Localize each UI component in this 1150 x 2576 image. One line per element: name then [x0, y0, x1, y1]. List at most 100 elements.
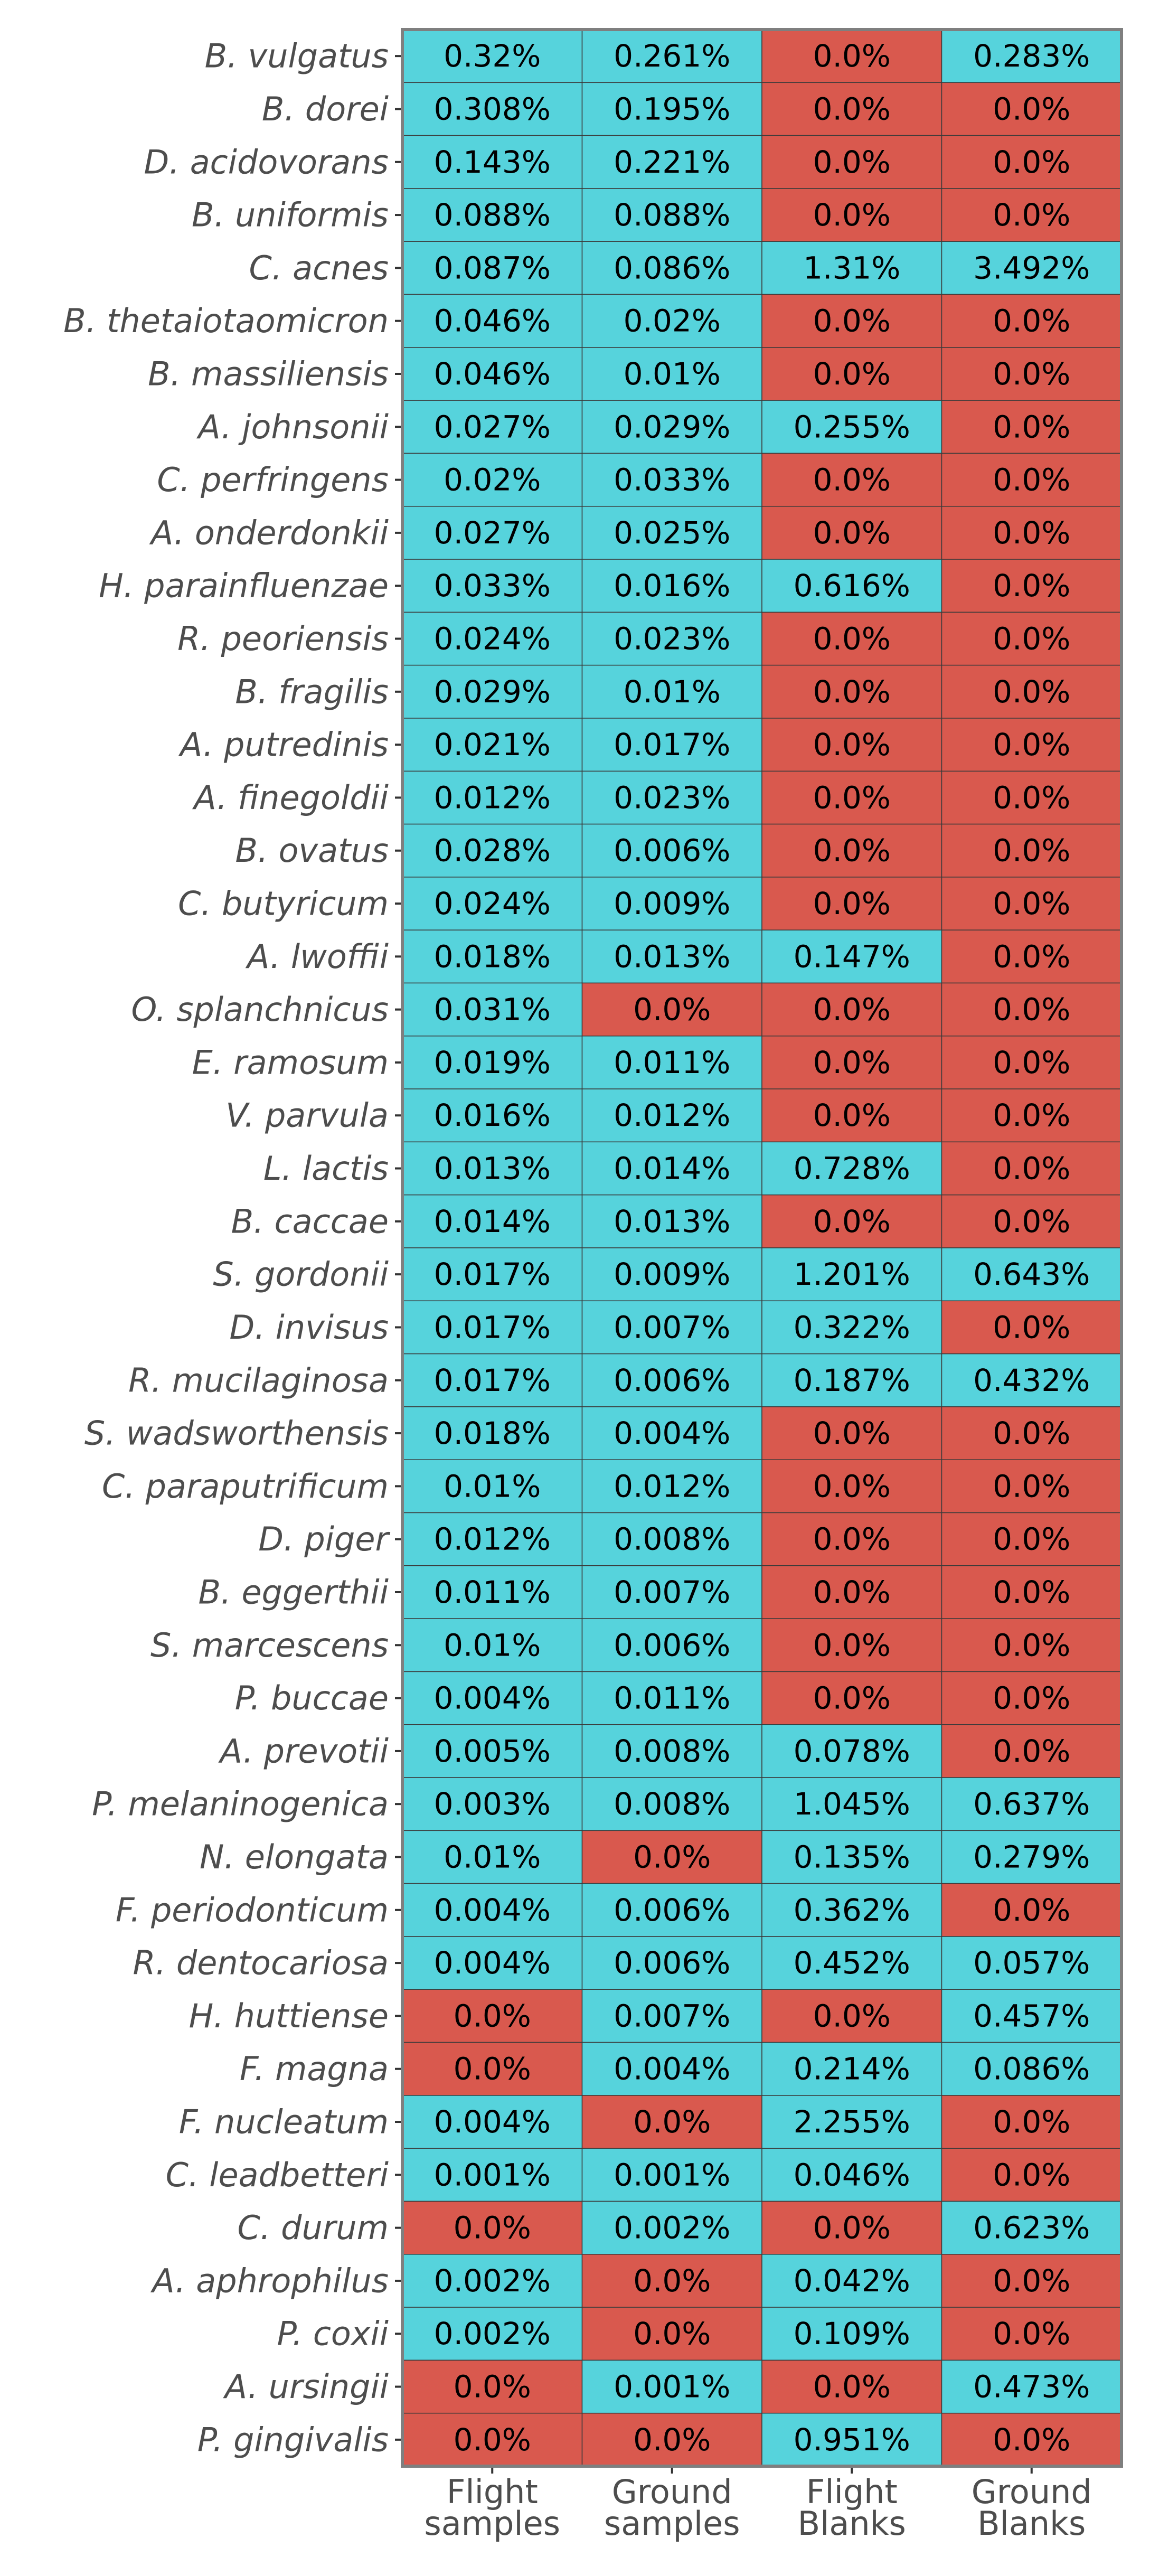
heatmap-cell: [402, 29, 583, 83]
cell-value-label: 0.001%: [614, 2157, 730, 2193]
cell-value-label: 0.214%: [794, 2051, 910, 2087]
heatmap-cell: [941, 241, 1122, 295]
cell-value-label: 0.02%: [444, 462, 541, 498]
heatmap-cell: [941, 188, 1122, 242]
heatmap-cell: [581, 1565, 762, 1619]
cell-value-label: 0.32%: [444, 38, 541, 74]
row-label: S. wadsworthensis: [84, 1414, 389, 1453]
heatmap-cell: [761, 400, 942, 454]
heatmap-cell: [402, 1618, 583, 1672]
column-label: Blanks: [798, 2504, 906, 2543]
heatmap-cell: [941, 1565, 1122, 1619]
cell-value-label: 0.616%: [794, 568, 910, 604]
cell-value-label: 0.057%: [973, 1945, 1090, 1981]
heatmap-cell: [941, 505, 1122, 560]
cell-value-label: 0.0%: [993, 1468, 1070, 1504]
cell-value-label: 0.013%: [614, 1204, 730, 1239]
column-label: Ground: [612, 2472, 732, 2511]
heatmap-cell: [761, 612, 942, 666]
heatmap-cell: [581, 1141, 762, 1196]
cell-value-label: 0.261%: [614, 38, 730, 74]
cell-value-label: 0.004%: [434, 1892, 551, 1928]
cell-value-label: 0.017%: [434, 1256, 551, 1292]
cell-value-label: 0.0%: [993, 303, 1070, 339]
cell-value-label: 0.011%: [614, 1045, 730, 1080]
row-label: B. eggerthii: [199, 1573, 389, 1611]
heatmap-cell: [402, 505, 583, 560]
heatmap-cell: [941, 1459, 1122, 1513]
cell-value-label: 0.0%: [813, 727, 891, 763]
heatmap-cell: [402, 2307, 583, 2361]
heatmap-cell: [761, 559, 942, 613]
heatmap-cell: [761, 2095, 942, 2149]
cell-value-label: 0.0%: [454, 2422, 531, 2458]
heatmap-cell: [402, 82, 583, 136]
row-label: L. lactis: [263, 1149, 389, 1188]
heatmap-cell: [402, 1141, 583, 1196]
heatmap-cell: [761, 1194, 942, 1248]
heatmap-cell: [581, 188, 762, 242]
cell-value-label: 0.006%: [614, 1362, 730, 1398]
heatmap-cell: [581, 2412, 762, 2467]
heatmap-cell: [402, 1883, 583, 1937]
heatmap-cell: [761, 982, 942, 1037]
row-label: D. piger: [258, 1520, 390, 1558]
heatmap-cell: [761, 2359, 942, 2414]
heatmap-cell: [402, 1036, 583, 1089]
row-label: B. vulgatus: [205, 37, 389, 76]
heatmap-cell: [761, 453, 942, 507]
row-label: C. butyricum: [178, 885, 389, 923]
heatmap-cell: [941, 1512, 1122, 1566]
cell-value-label: 0.0%: [813, 1468, 891, 1504]
heatmap-cells: 0.32% 0.261% 0.0% 0.283% 0.308% 0.195% 0.0% 0.0…: [402, 29, 1122, 2467]
cell-value-label: 0.0%: [813, 356, 891, 392]
cell-value-label: 0.088%: [614, 197, 730, 233]
row-label: D. acidovorans: [144, 143, 389, 181]
heatmap-cell: [581, 294, 762, 348]
heatmap-cell: [402, 400, 583, 454]
heatmap-cell: [761, 1512, 942, 1566]
cell-value-label: 0.031%: [434, 992, 551, 1028]
cell-value-label: 0.006%: [614, 1892, 730, 1928]
cell-value-label: 0.011%: [434, 1574, 551, 1610]
cell-value-label: 3.492%: [973, 250, 1090, 286]
heatmap-cell: [761, 294, 942, 348]
cell-value-label: 0.033%: [434, 568, 551, 604]
cell-value-label: 0.0%: [633, 2263, 711, 2299]
cell-value-label: 0.024%: [434, 886, 551, 922]
heatmap-cell: [761, 1459, 942, 1513]
cell-value-label: 0.046%: [434, 303, 551, 339]
cell-value-label: 0.0%: [993, 727, 1070, 763]
cell-value-label: 0.0%: [633, 2422, 711, 2458]
cell-value-label: 0.086%: [614, 250, 730, 286]
cell-value-label: 0.002%: [434, 2316, 551, 2352]
cell-value-label: 0.452%: [794, 1945, 910, 1981]
cell-value-label: 0.432%: [973, 1362, 1090, 1398]
heatmap-cell: [941, 1618, 1122, 1672]
heatmap-cell: [581, 2148, 762, 2202]
heatmap-cell: [581, 135, 762, 189]
cell-value-label: 0.0%: [633, 992, 711, 1028]
cell-value-label: 0.0%: [454, 2369, 531, 2405]
cell-value-label: 0.255%: [794, 409, 910, 445]
heatmap-cell: [941, 1194, 1122, 1248]
cell-value-label: 0.007%: [614, 1998, 730, 2034]
heatmap-cell: [761, 770, 942, 825]
cell-value-label: 0.0%: [993, 779, 1070, 815]
row-label: B. fragilis: [235, 672, 389, 711]
cell-value-label: 0.0%: [813, 779, 891, 815]
cell-value-label: 0.004%: [434, 2104, 551, 2140]
row-label: D. invisus: [230, 1308, 389, 1347]
heatmap-cell: [941, 1141, 1122, 1196]
cell-value-label: 0.0%: [454, 1998, 531, 2034]
heatmap-cell: [402, 2201, 583, 2255]
heatmap-cell: [581, 1830, 762, 1884]
cell-value-label: 0.086%: [973, 2051, 1090, 2087]
row-label: C. leadbetteri: [166, 2156, 389, 2194]
cell-value-label: 0.0%: [813, 38, 891, 74]
heatmap-cell: [941, 135, 1122, 189]
cell-value-label: 0.006%: [614, 1627, 730, 1663]
cell-value-label: 0.0%: [813, 621, 891, 657]
cell-value-label: 0.023%: [614, 621, 730, 657]
